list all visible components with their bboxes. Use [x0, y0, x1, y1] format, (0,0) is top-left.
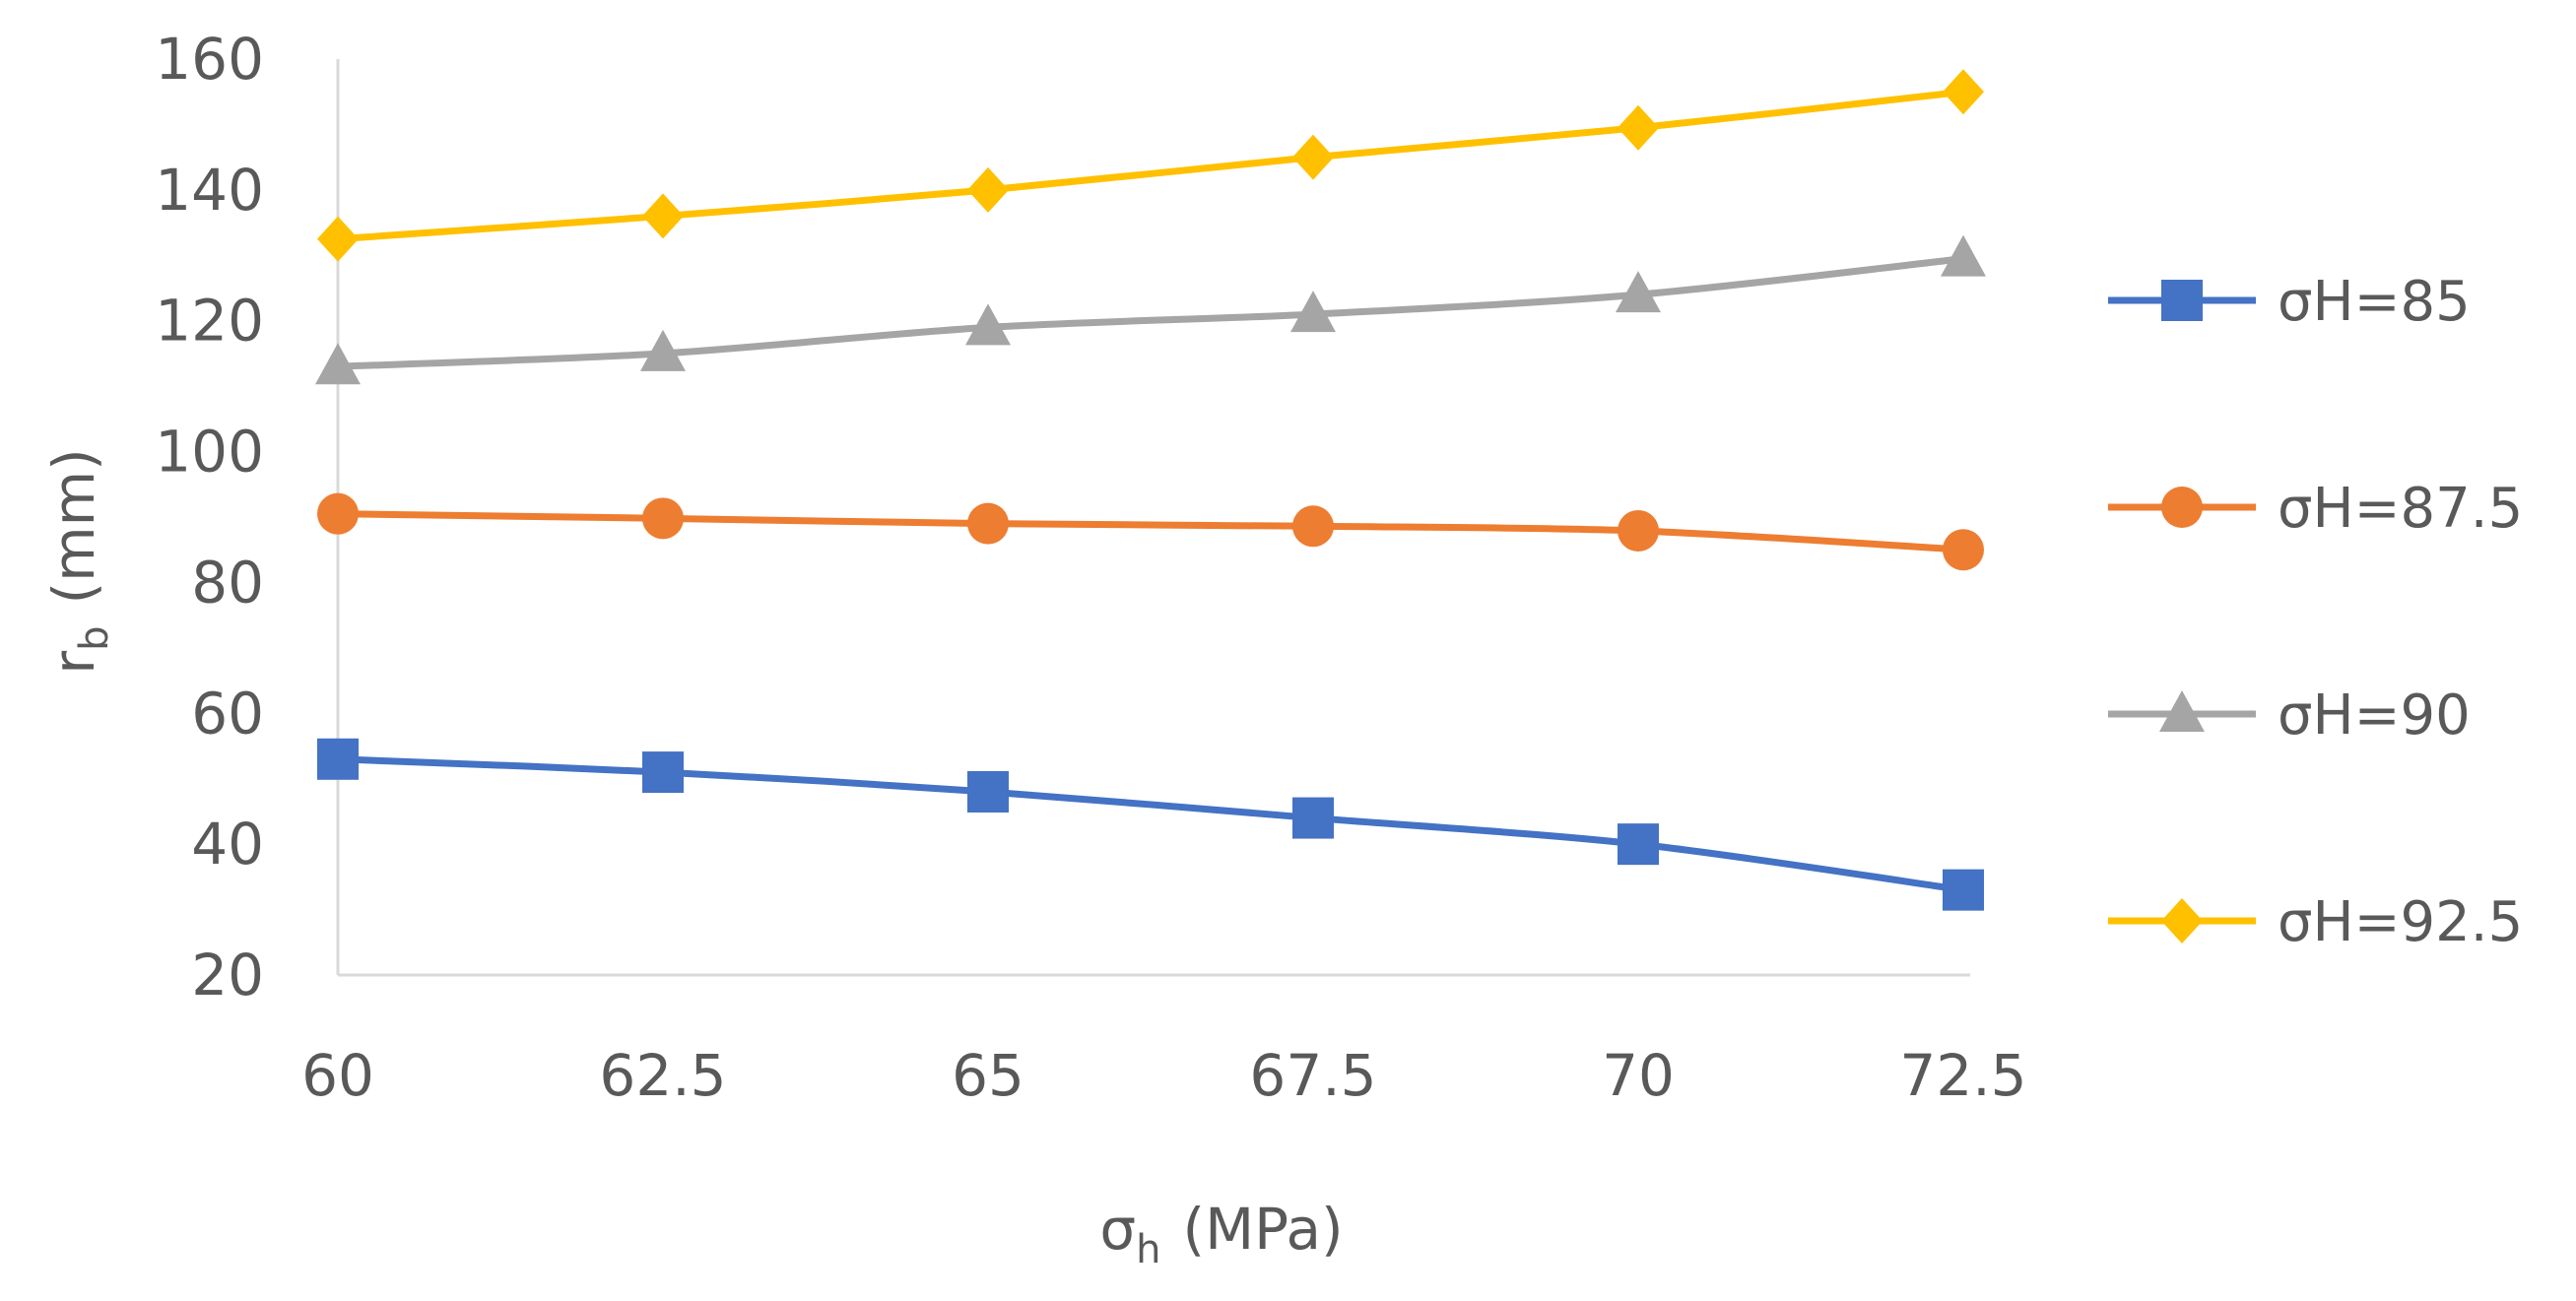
data-point-square — [1618, 823, 1659, 866]
data-point-diamond — [1292, 134, 1334, 180]
legend-marker-diamond — [2161, 898, 2203, 943]
legend-label: σH=87.5 — [2278, 477, 2523, 541]
series-diamond — [317, 69, 1984, 262]
data-point-triangle — [1290, 291, 1336, 333]
legend-label: σH=85 — [2278, 270, 2471, 334]
legend: σH=85 σH=87.5 σH=90 σH=92.5 — [2108, 270, 2523, 954]
data-point-circle — [642, 497, 684, 540]
data-point-square — [642, 751, 684, 794]
legend-entry: σH=90 — [2108, 683, 2471, 748]
y-tick-label: 160 — [155, 26, 264, 93]
x-axis-title-sub: h — [1136, 1227, 1160, 1272]
y-tick-label: 100 — [155, 419, 264, 486]
x-tick-label: 67.5 — [1249, 1042, 1376, 1109]
series-line — [337, 755, 1964, 894]
data-point-diamond — [642, 193, 684, 239]
legend-entry: σH=85 — [2108, 270, 2471, 334]
data-point-diamond — [1943, 69, 1984, 115]
data-point-triangle — [965, 303, 1011, 346]
legend-label: σH=92.5 — [2278, 890, 2523, 954]
legend-marker-square — [2161, 280, 2203, 321]
x-axis-title-main: σ — [1099, 1196, 1136, 1263]
data-point-circle — [317, 492, 359, 535]
y-tick-label: 20 — [191, 942, 264, 1008]
legend-marker-triangle — [2159, 690, 2205, 732]
series-layer — [315, 69, 1986, 911]
y-axis-title-main: r — [40, 651, 107, 675]
y-tick-label: 140 — [155, 157, 264, 224]
data-point-square — [967, 771, 1009, 813]
data-point-circle — [1292, 505, 1334, 548]
legend-entry: σH=87.5 — [2108, 477, 2523, 541]
data-point-triangle — [315, 343, 361, 385]
y-axis-title: rb (mm) — [40, 448, 117, 675]
data-point-diamond — [967, 166, 1009, 213]
x-axis-title-rest: (MPa) — [1182, 1196, 1343, 1263]
series-line — [337, 88, 1964, 243]
data-point-circle — [967, 502, 1009, 545]
data-point-diamond — [1618, 104, 1659, 151]
x-axis-title: σh (MPa) — [1099, 1196, 1343, 1272]
x-tick-label: 65 — [952, 1042, 1024, 1109]
data-point-circle — [1618, 509, 1659, 552]
x-tick-label: 72.5 — [1899, 1042, 2026, 1109]
data-point-triangle — [640, 329, 686, 371]
legend-entry: σH=92.5 — [2108, 890, 2523, 954]
y-axis-title-rest: (mm) — [40, 448, 107, 604]
x-tick-label: 70 — [1602, 1042, 1675, 1109]
y-tick-label: 120 — [155, 288, 264, 355]
x-tick-label: 62.5 — [599, 1042, 726, 1109]
data-point-triangle — [1616, 271, 1661, 313]
series-line — [337, 510, 1964, 553]
x-tick-label: 60 — [301, 1042, 374, 1109]
y-tick-label: 80 — [191, 549, 264, 616]
data-point-triangle — [1941, 234, 1986, 277]
data-point-square — [317, 738, 359, 780]
y-tick-labels: 20 40 60 80 100 120 140 160 — [155, 26, 264, 1008]
data-point-diamond — [317, 216, 359, 262]
data-point-square — [1292, 797, 1334, 839]
series-triangle — [315, 234, 1986, 385]
data-point-circle — [1943, 529, 1984, 571]
series-line — [337, 255, 1964, 370]
data-point-square — [1943, 869, 1984, 911]
y-tick-label: 60 — [191, 680, 264, 747]
y-axis-title-sub: b — [72, 626, 117, 651]
legend-label: σH=90 — [2278, 683, 2471, 748]
series-circle — [317, 492, 1984, 571]
y-tick-label: 40 — [191, 811, 264, 878]
series-square — [317, 738, 1984, 911]
x-tick-labels: 60 62.5 65 67.5 70 72.5 — [301, 1042, 2026, 1109]
legend-marker-circle — [2161, 487, 2203, 528]
